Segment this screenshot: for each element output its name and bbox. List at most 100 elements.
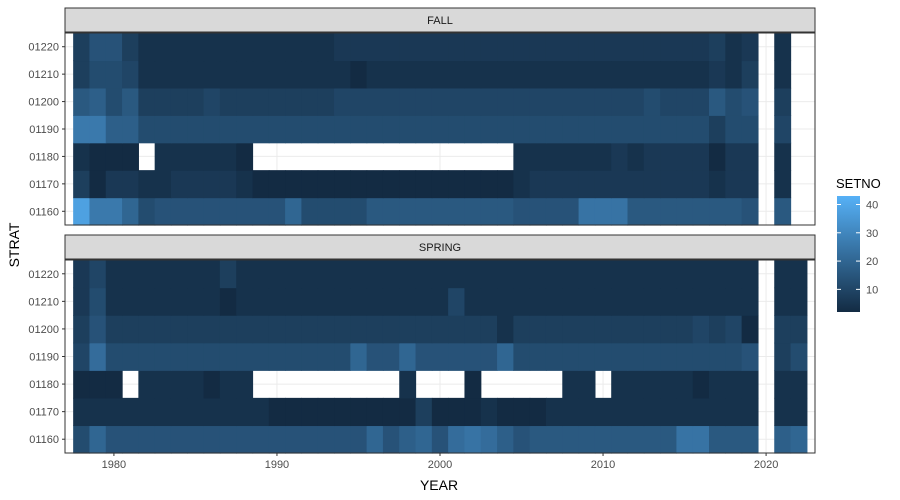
heatmap-tile [578, 370, 596, 399]
heatmap-tile [545, 287, 563, 316]
heatmap-tile [725, 260, 743, 289]
y-tick-label: 01220 [28, 42, 59, 54]
heatmap-tile [187, 260, 205, 289]
heatmap-tile [219, 60, 237, 89]
y-tick-label: 01200 [28, 324, 59, 336]
heatmap-tile [399, 260, 417, 289]
heatmap-tile [122, 142, 139, 171]
heatmap-tile [480, 170, 498, 199]
heatmap-tile [741, 287, 759, 316]
heatmap-tile [725, 342, 743, 371]
panel-spring: SPRING [64, 234, 816, 454]
heatmap-tile [725, 370, 743, 399]
heatmap-tile [105, 425, 123, 454]
heatmap-tile [350, 87, 368, 116]
heatmap-tile [627, 87, 645, 116]
heatmap-tile [643, 425, 661, 454]
heatmap-tile [317, 425, 335, 454]
heatmap-tile [480, 87, 498, 116]
heatmap-tile [660, 87, 678, 116]
heatmap-tile [366, 342, 384, 371]
heatmap-tile [382, 33, 400, 62]
heatmap-tile [366, 287, 384, 316]
heatmap-tile [529, 170, 547, 199]
heatmap-tile [301, 33, 319, 62]
heatmap-tile [709, 170, 726, 199]
heatmap-tile [334, 287, 351, 316]
heatmap-tile [203, 397, 221, 427]
heatmap-tile [382, 397, 400, 427]
heatmap-tile [187, 287, 205, 316]
facet-strip-label: FALL [427, 15, 453, 27]
heatmap-tile [529, 260, 547, 289]
heatmap-tile [709, 60, 726, 89]
heatmap-tile [154, 370, 172, 399]
heatmap-tile [236, 87, 254, 116]
heatmap-tile [203, 197, 221, 226]
heatmap-tile [725, 142, 743, 171]
heatmap-tile [285, 260, 303, 289]
y-tick-label: 01210 [28, 69, 59, 81]
heatmap-tile [513, 425, 531, 454]
heatmap-tile [594, 60, 612, 89]
heatmap-tile [741, 87, 759, 116]
heatmap-tile [709, 142, 726, 171]
heatmap-tile [138, 370, 156, 399]
heatmap-tile [578, 87, 596, 116]
heatmap-tile [301, 170, 319, 199]
heatmap-tile [334, 170, 351, 199]
heatmap-tile [611, 287, 629, 316]
heatmap-tile [236, 170, 254, 199]
heatmap-tile [497, 60, 514, 89]
heatmap-tile [676, 197, 694, 226]
heatmap-tile [692, 260, 710, 289]
heatmap-tile [252, 397, 270, 427]
heatmap-tile [709, 342, 726, 371]
heatmap-tile [611, 397, 629, 427]
y-tick-label: 01170 [29, 407, 59, 419]
heatmap-tile [529, 315, 547, 344]
heatmap-tile [219, 33, 237, 62]
y-tick-label: 01190 [29, 124, 59, 136]
heatmap-tile [660, 260, 678, 289]
heatmap-tile [334, 397, 351, 427]
heatmap-tile [415, 197, 433, 226]
heatmap-tile [268, 33, 286, 62]
heatmap-tile [725, 33, 743, 62]
heatmap-tile [676, 425, 694, 454]
heatmap-tile [268, 287, 286, 316]
heatmap-tile [627, 170, 645, 199]
heatmap-tile [497, 115, 514, 144]
heatmap-tile [611, 115, 629, 144]
heatmap-tile [692, 397, 710, 427]
heatmap-tile [741, 170, 759, 199]
heatmap-tile [219, 315, 237, 344]
heatmap-tile [594, 33, 612, 62]
heatmap-tile [219, 287, 237, 316]
heatmap-tile [89, 287, 107, 316]
heatmap-tile [611, 260, 629, 289]
heatmap-tile [741, 33, 759, 62]
x-tick-label: 2010 [591, 459, 615, 471]
heatmap-tile [89, 197, 107, 226]
heatmap-tile [660, 142, 678, 171]
heatmap-tile [725, 60, 743, 89]
heatmap-tile [73, 315, 91, 344]
heatmap-tile [252, 197, 270, 226]
heatmap-tile [138, 115, 156, 144]
heatmap-tile [366, 197, 384, 226]
heatmap-tile [268, 87, 286, 116]
heatmap-tile [187, 397, 205, 427]
heatmap-tile [317, 260, 335, 289]
heatmap-tile [415, 425, 433, 454]
heatmap-tile [236, 370, 254, 399]
heatmap-tile [545, 425, 563, 454]
heatmap-tile [627, 197, 645, 226]
heatmap-tile [89, 342, 107, 371]
heatmap-tile [268, 260, 286, 289]
heatmap-tile [562, 342, 580, 371]
heatmap-tile [105, 60, 123, 89]
heatmap-tile [399, 60, 417, 89]
heatmap-tile [497, 197, 514, 226]
heatmap-tile [268, 315, 286, 344]
